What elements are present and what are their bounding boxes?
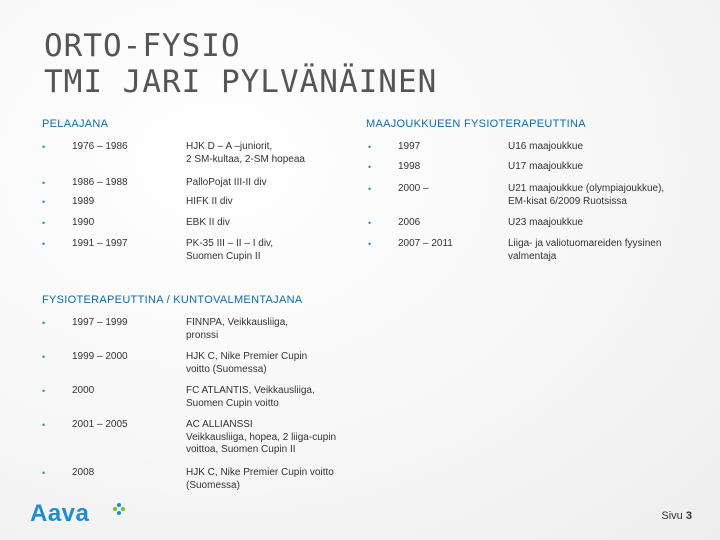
list-item-desc: FINNPA, Veikkausliiga, pronssi — [186, 317, 289, 341]
list-item-desc: HJK C, Nike Premier Cupin voitto (Suomes… — [186, 467, 334, 491]
bullet-icon: • — [368, 142, 372, 152]
list-item-years: 1998 — [398, 161, 421, 172]
bullet-icon: • — [368, 162, 372, 172]
list-item: • 2001 – 2005 AC ALLIANSSI Veikkausliiga… — [42, 419, 382, 459]
bullet-icon: • — [42, 178, 46, 188]
list-item-desc: U17 maajoukkue — [508, 161, 584, 172]
list-item-years: 1997 — [398, 141, 421, 152]
bullet-icon: • — [42, 218, 46, 228]
list-item: • 1976 – 1986 HJK D – A –juniorit, 2 SM-… — [42, 141, 362, 167]
page-label: Sivu — [661, 510, 683, 522]
logo-text: Aava — [30, 500, 90, 527]
list-item: • 1998 U17 maajoukkue — [368, 161, 708, 175]
list-item-years: 1986 – 1988 — [72, 177, 128, 188]
bullet-icon: • — [368, 184, 372, 194]
list-item: • 2006 U23 maajoukkue — [368, 217, 708, 231]
bullet-icon: • — [42, 318, 46, 328]
list-item-desc: PalloPojat III-II div — [186, 177, 267, 188]
list-item: • 1991 – 1997 PK-35 III – II – I div, Su… — [42, 238, 362, 264]
list-item-years: 1999 – 2000 — [72, 351, 128, 362]
title-line-1: ORTO-FYSIO — [44, 28, 241, 64]
list-item-years: 1997 – 1999 — [72, 317, 128, 328]
bullet-icon: • — [368, 239, 372, 249]
list-item-desc: PK-35 III – II – I div, Suomen Cupin II — [186, 238, 274, 262]
list-item-years: 2000 — [72, 385, 95, 396]
list-item-years: 2001 – 2005 — [72, 419, 128, 430]
list-item-years: 2000 – — [398, 183, 429, 194]
section-heading-maajoukkueet: MAAJOUKKUEEN FYSIOTERAPEUTTINA — [366, 118, 586, 130]
list-item-desc: EBK II div — [186, 217, 230, 228]
bullet-icon: • — [42, 386, 46, 396]
page-number-value: 3 — [685, 510, 692, 522]
list-item-years: 1991 – 1997 — [72, 238, 128, 249]
list-item-years: 2007 – 2011 — [398, 238, 453, 249]
list-item-desc: HJK D – A –juniorit, 2 SM-kultaa, 2-SM h… — [186, 141, 305, 165]
list-item: • 2008 HJK C, Nike Premier Cupin voitto … — [42, 467, 382, 493]
section-heading-pelaajana: PELAAJANA — [42, 118, 109, 130]
list-item-desc: HIFK II div — [186, 196, 233, 207]
list-item: • 1997 – 1999 FINNPA, Veikkausliiga, pro… — [42, 317, 382, 343]
bullet-icon: • — [42, 420, 46, 430]
aava-logo: Aava — [30, 500, 125, 530]
list-item: • 2000 FC ATLANTIS, Veikkausliiga, Suome… — [42, 385, 382, 411]
page-title: ORTO-FYSIO TMI JARI PYLVÄNÄINEN — [44, 28, 437, 100]
bullet-icon: • — [42, 142, 46, 152]
list-item-years: 1989 — [72, 196, 95, 207]
logo-mark-icon — [113, 503, 125, 515]
list-item-desc: U16 maajoukkue — [508, 141, 584, 152]
list-item-years: 2008 — [72, 467, 95, 478]
list-item: • 1990 EBK II div — [42, 217, 362, 231]
list-item-years: 1990 — [72, 217, 95, 228]
list-item: • 1999 – 2000 HJK C, Nike Premier Cupin … — [42, 351, 382, 377]
bullet-icon: • — [42, 197, 46, 207]
list-item: • 1986 – 1988 PalloPojat III-II div — [42, 177, 362, 191]
list-item: • 2007 – 2011 Liiga- ja valiotuomareiden… — [368, 238, 708, 264]
section-heading-fysioterapeuttina: FYSIOTERAPEUTTINA / KUNTOVALMENTAJANA — [42, 294, 303, 306]
bullet-icon: • — [42, 239, 46, 249]
list-item: • 1997 U16 maajoukkue — [368, 141, 708, 155]
list-item-desc: FC ATLANTIS, Veikkausliiga, Suomen Cupin… — [186, 385, 315, 409]
list-item-desc: AC ALLIANSSI Veikkausliiga, hopea, 2 lii… — [186, 419, 337, 455]
title-line-2: TMI JARI PYLVÄNÄINEN — [44, 64, 438, 100]
list-item-desc: U23 maajoukkue — [508, 217, 584, 228]
bullet-icon: • — [42, 352, 46, 362]
list-item-desc: Liiga- ja valiotuomareiden fyysinen valm… — [508, 238, 662, 262]
list-item: • 2000 – U21 maajoukkue (olympiajoukkue)… — [368, 183, 708, 209]
list-item-desc: U21 maajoukkue (olympiajoukkue), EM-kisa… — [508, 183, 665, 207]
list-item-years: 2006 — [398, 217, 421, 228]
bullet-icon: • — [42, 468, 46, 478]
bullet-icon: • — [368, 218, 372, 228]
list-item-desc: HJK C, Nike Premier Cupin voitto (Suomes… — [186, 351, 308, 375]
list-item-years: 1976 – 1986 — [72, 141, 128, 152]
list-item: • 1989 HIFK II div — [42, 196, 362, 210]
page-number: Sivu 3 — [661, 510, 692, 522]
